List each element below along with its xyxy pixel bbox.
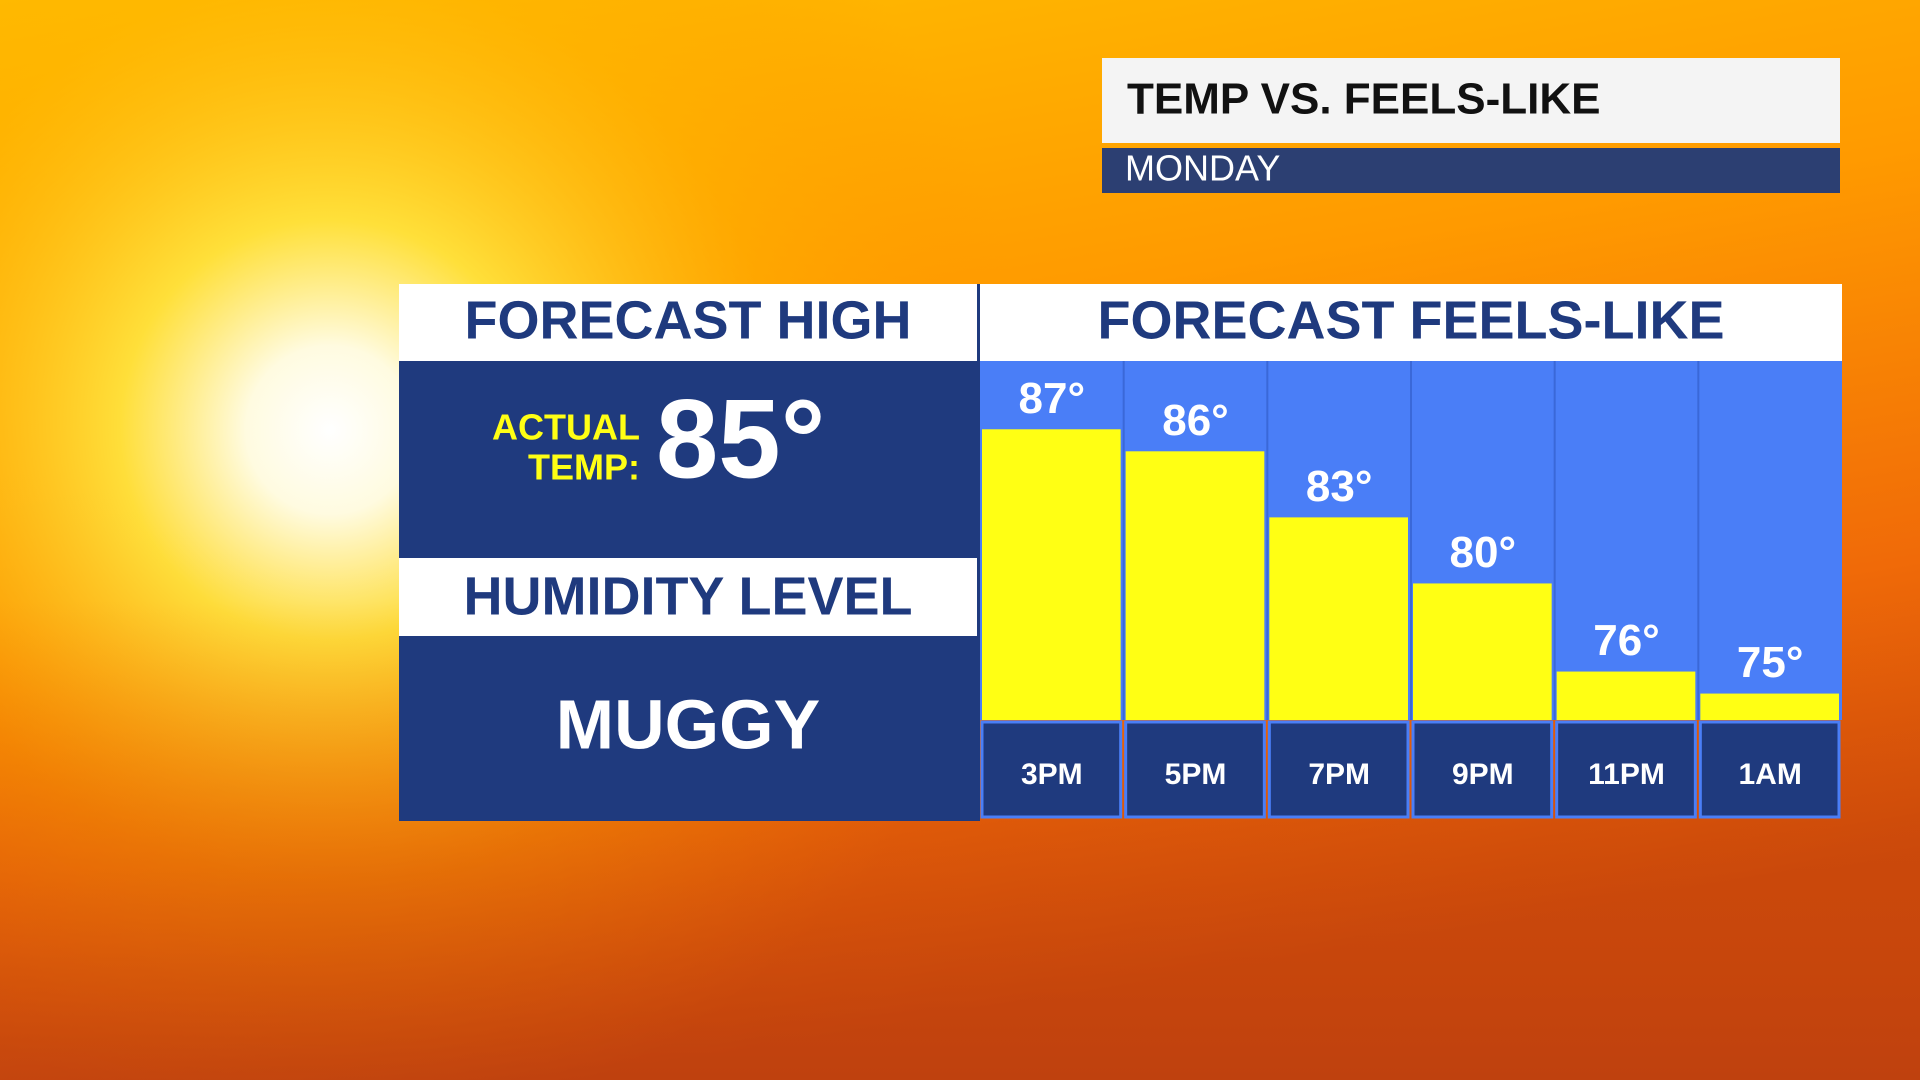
value-label: 80° <box>1450 528 1517 577</box>
column-divider <box>1410 361 1412 720</box>
value-label: 83° <box>1306 462 1373 511</box>
category-box <box>1411 720 1554 819</box>
header-subtitle: MONDAY <box>1125 148 1280 189</box>
bar <box>1125 451 1265 720</box>
category-box <box>1267 720 1410 819</box>
divider <box>977 284 980 821</box>
category-box <box>1555 720 1697 819</box>
x-tick-label: 3PM <box>1021 758 1083 791</box>
x-tick-label: 7PM <box>1308 758 1370 791</box>
bar <box>1556 671 1696 720</box>
x-tick-label: 1AM <box>1738 758 1801 791</box>
bar <box>982 429 1121 720</box>
category-box <box>1124 720 1266 819</box>
value-label: 76° <box>1593 616 1660 665</box>
column-divider <box>1266 361 1269 720</box>
humidity-box <box>399 636 977 821</box>
column-divider <box>1697 361 1700 720</box>
actual-label: ACTUAL <box>492 407 640 448</box>
x-tick-label: 5PM <box>1165 758 1227 791</box>
chart-header <box>980 284 1842 361</box>
humidity-value: MUGGY <box>556 685 820 763</box>
header-box <box>1102 58 1840 143</box>
column-divider <box>1122 361 1125 720</box>
header-title: TEMP VS. FEELS-LIKE <box>1127 75 1600 124</box>
humidity-header <box>399 558 977 636</box>
bar <box>1269 517 1408 720</box>
bar <box>1700 693 1839 720</box>
value-label: 86° <box>1162 396 1229 445</box>
high-box <box>399 361 977 558</box>
chart-title: FORECAST FEELS-LIKE <box>1097 290 1724 350</box>
x-tick-label: 9PM <box>1452 758 1514 791</box>
value-label: 75° <box>1737 638 1804 687</box>
actual-label: TEMP: <box>528 447 640 488</box>
x-tick-label: 11PM <box>1588 758 1665 791</box>
value-label: 87° <box>1019 374 1086 423</box>
category-box <box>980 720 1123 819</box>
bar <box>1413 583 1552 720</box>
panel-header <box>399 284 977 361</box>
column-divider <box>1553 361 1556 720</box>
humidity-heading: HUMIDITY LEVEL <box>463 566 912 626</box>
subtitle-bar <box>1102 148 1840 193</box>
high-temp: 85° <box>656 377 825 502</box>
category-box <box>1698 720 1841 819</box>
panel-heading: FORECAST HIGH <box>464 290 911 350</box>
